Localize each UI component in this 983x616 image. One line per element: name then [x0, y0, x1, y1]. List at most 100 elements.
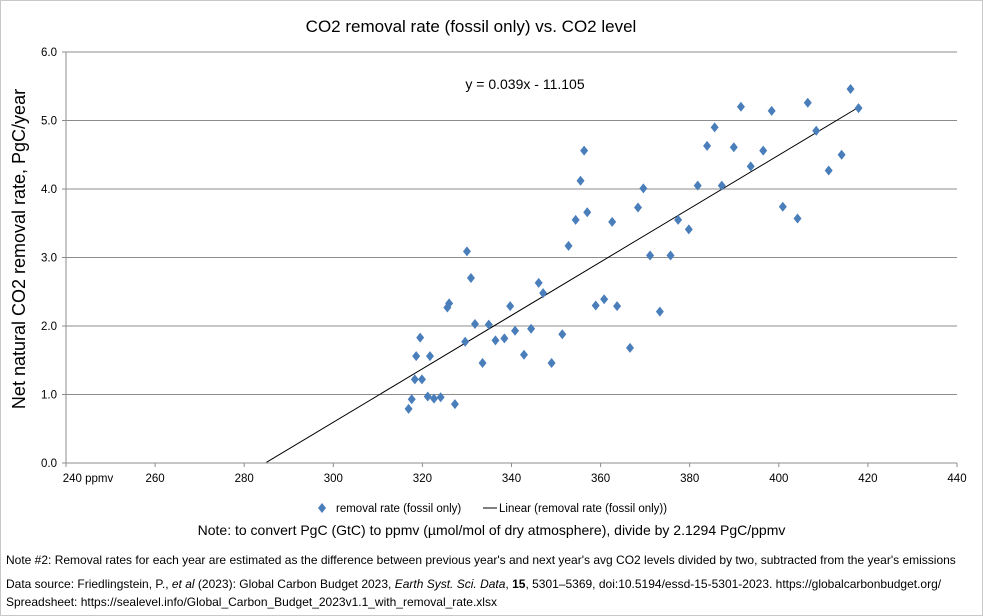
y-tick-label: 4.0 — [41, 184, 57, 196]
x-tick-label: 260 — [146, 473, 165, 485]
data-point — [591, 300, 600, 311]
data-point — [580, 145, 589, 156]
data-point — [778, 201, 787, 212]
x-tick-label: 420 — [858, 473, 877, 485]
data-point — [436, 392, 445, 403]
source-journal: Earth Syst. Sci. Data — [394, 577, 506, 591]
data-point — [608, 216, 617, 227]
x-tick-label: 240 ppmv — [63, 473, 114, 485]
conversion-note: Note: to convert PgC (GtC) to ppmv (µmol… — [197, 522, 786, 538]
data-point — [478, 357, 487, 368]
trendline — [266, 106, 860, 463]
data-point — [703, 140, 712, 151]
data-point — [462, 246, 471, 257]
method-note: Note #2: Removal rates for each year are… — [6, 553, 956, 567]
data-point — [500, 333, 509, 344]
data-point — [717, 180, 726, 191]
data-point — [793, 213, 802, 224]
data-point — [519, 349, 528, 360]
x-tick-label: 280 — [235, 473, 254, 485]
trendline-group — [266, 106, 860, 463]
data-point — [450, 399, 459, 410]
x-tick-label: 380 — [680, 473, 699, 485]
trendline-equation: y = 0.039x - 11.105 — [465, 76, 584, 92]
spreadsheet-link: Spreadsheet: https://sealevel.info/Globa… — [6, 595, 497, 609]
scatter-chart: CO2 removal rate (fossil only) vs. CO2 l… — [9, 17, 967, 515]
x-tick-labels: 240 ppmv 260 280 300 320 340 360 380 400 420 440 — [63, 463, 967, 485]
legend-label-scatter: removal rate (fossil only) — [336, 503, 461, 515]
x-tick-label: 440 — [947, 473, 966, 485]
data-point — [547, 357, 556, 368]
data-point — [854, 103, 863, 114]
data-point — [646, 250, 655, 261]
data-point — [693, 180, 702, 191]
y-tick-label: 3.0 — [41, 253, 57, 265]
data-point — [576, 175, 585, 186]
x-tick-label: 300 — [324, 473, 343, 485]
data-point — [803, 97, 812, 108]
data-point — [639, 183, 648, 194]
data-point — [746, 161, 755, 172]
data-point — [846, 83, 855, 94]
x-tick-label: 400 — [769, 473, 788, 485]
data-point — [410, 374, 419, 385]
gridlines — [66, 51, 957, 395]
data-point — [583, 207, 592, 218]
x-tick-label: 320 — [413, 473, 432, 485]
data-point — [710, 122, 719, 133]
data-point — [404, 403, 413, 414]
data-point — [506, 301, 515, 312]
data-point — [407, 394, 416, 405]
y-tick-label: 1.0 — [41, 390, 57, 402]
source-suffix: , 5301–5369, doi:10.5194/essd-15-5301-20… — [525, 577, 942, 591]
data-point — [470, 318, 479, 329]
y-tick-label: 5.0 — [41, 116, 57, 128]
y-tick-label: 6.0 — [41, 47, 57, 59]
y-tick-label: 2.0 — [41, 321, 57, 333]
data-point — [600, 294, 609, 305]
data-point — [729, 142, 738, 153]
data-point — [539, 288, 548, 299]
data-point — [511, 325, 520, 336]
x-tick-label: 340 — [502, 473, 521, 485]
chart-title: CO2 removal rate (fossil only) vs. CO2 l… — [306, 17, 637, 36]
y-tick-label: 0.0 — [41, 458, 57, 470]
data-point — [558, 329, 567, 340]
data-point — [534, 277, 543, 288]
data-point — [461, 336, 470, 347]
data-point — [655, 306, 664, 317]
data-point — [564, 240, 573, 251]
data-point — [824, 165, 833, 176]
data-point — [613, 301, 622, 312]
data-point — [416, 332, 425, 343]
x-tick-label: 360 — [591, 473, 610, 485]
data-point — [837, 149, 846, 160]
data-point — [466, 273, 475, 284]
data-point — [571, 214, 580, 225]
data-points — [404, 83, 863, 414]
data-point — [767, 105, 776, 116]
data-point — [684, 224, 693, 235]
data-point — [417, 374, 426, 385]
source-mid1: (2023): Global Carbon Budget 2023, — [194, 577, 395, 591]
data-point — [626, 342, 635, 353]
data-point — [445, 298, 454, 309]
data-point — [491, 335, 500, 346]
data-point — [812, 125, 821, 136]
data-point — [736, 101, 745, 112]
data-point — [759, 145, 768, 156]
legend-diamond-icon — [318, 503, 326, 513]
data-point — [634, 202, 643, 213]
data-point — [484, 319, 493, 330]
data-point — [412, 351, 421, 362]
y-tick-labels: 0.0 1.0 2.0 3.0 4.0 5.0 6.0 — [41, 47, 66, 470]
legend: removal rate (fossil only) Linear (remov… — [318, 503, 667, 515]
data-point — [666, 250, 675, 261]
legend-label-trendline: Linear (removal rate (fossil only)) — [499, 503, 667, 515]
y-axis-label: Net natural CO2 removal rate, PgC/year — [9, 89, 29, 409]
data-point — [527, 323, 536, 334]
data-point — [423, 391, 432, 402]
source-prefix: Data source: Friedlingstein, P., — [6, 577, 172, 591]
source-mid2: , — [505, 577, 513, 591]
data-point — [674, 214, 683, 225]
